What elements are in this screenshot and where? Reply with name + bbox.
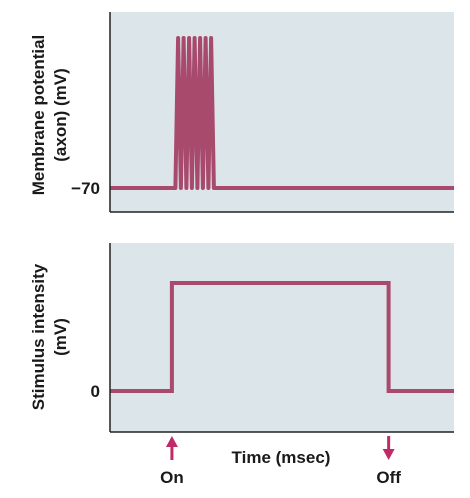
- membrane-potential-panel: −70 Membrane potential (axon) (mV): [29, 12, 454, 213]
- off-marker: Off: [376, 436, 401, 487]
- y-tick-label: 0: [91, 382, 100, 401]
- y-axis-title-line1: Stimulus intensity: [29, 263, 48, 410]
- stimulus-markers: On Off: [160, 436, 401, 487]
- panel-background: [110, 243, 454, 432]
- off-label: Off: [376, 468, 401, 487]
- y-axis-title-line2: (mV): [51, 318, 70, 356]
- y-tick-label: −70: [71, 179, 100, 198]
- y-axis-title-line1: Membrane potential: [29, 35, 48, 196]
- arrow-head-icon: [382, 449, 395, 460]
- on-marker: On: [160, 436, 184, 487]
- panel-background: [110, 12, 454, 212]
- on-label: On: [160, 468, 184, 487]
- x-axis-title: Time (msec): [232, 448, 331, 467]
- y-axis-title-line2: (axon) (mV): [51, 68, 70, 162]
- stimulus-intensity-trace: [110, 281, 454, 393]
- arrow-head-icon: [165, 436, 178, 447]
- stimulus-intensity-panel: 0 Stimulus intensity (mV) Time (msec): [29, 243, 454, 467]
- membrane-potential-trace: [110, 36, 454, 190]
